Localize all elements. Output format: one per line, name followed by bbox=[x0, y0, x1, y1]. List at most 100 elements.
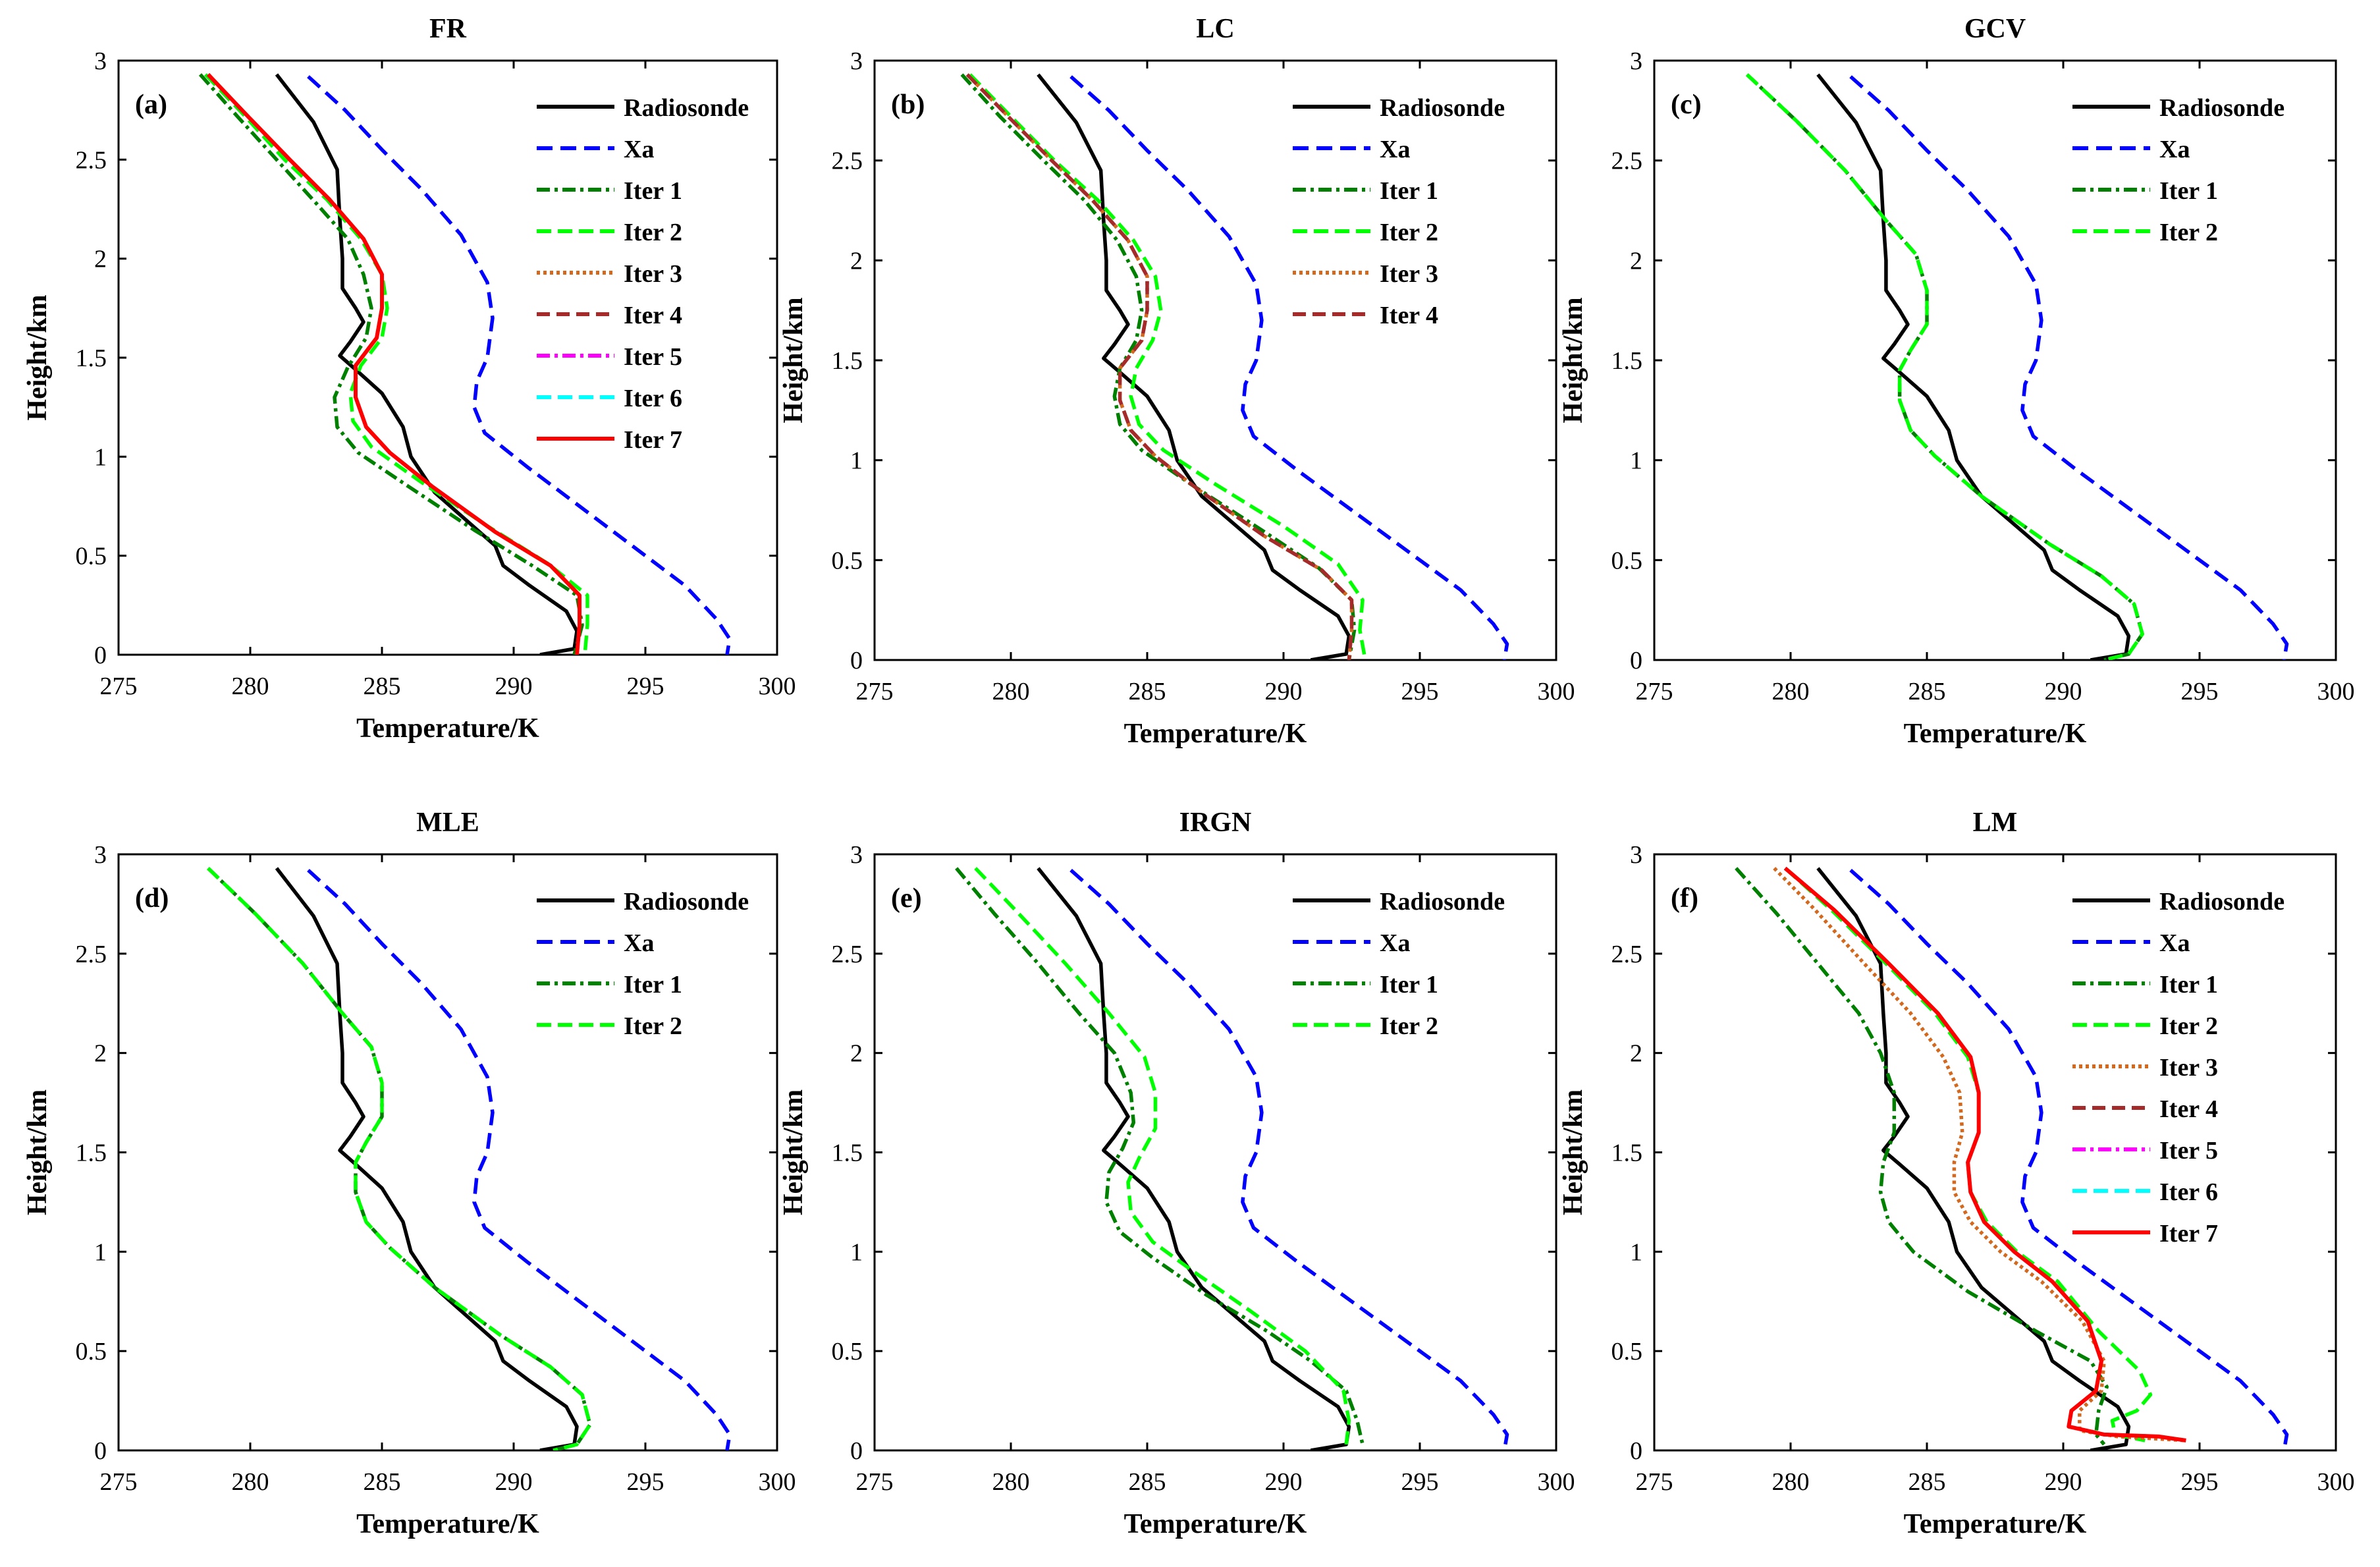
y-tick-label: 3 bbox=[1630, 841, 1642, 869]
y-axis-label: Height/km bbox=[1558, 1089, 1588, 1215]
legend-label: Xa bbox=[1380, 136, 1410, 163]
series-line-iter-1 bbox=[1735, 867, 2109, 1446]
x-tick-label: 285 bbox=[1908, 1468, 1946, 1496]
x-tick-label: 285 bbox=[1129, 678, 1166, 705]
x-tick-label: 300 bbox=[2317, 678, 2355, 705]
chart-panel-fr: FR 275 280 285 290 295 300 0 0.5 1 1.5 2 2.5 3 Tempera… bbox=[22, 14, 796, 744]
y-tick-label: 1 bbox=[1630, 1238, 1642, 1266]
chart-panel-mle: MLE 275 280 285 290 295 300 0 0.5 1 1.5 2 2.5 3 Temper… bbox=[22, 808, 796, 1539]
x-tick-label: 295 bbox=[627, 1468, 664, 1496]
legend-label: Iter 1 bbox=[1380, 971, 1438, 999]
chart-title: LC bbox=[1196, 14, 1234, 44]
y-tick-label: 2.5 bbox=[76, 941, 107, 968]
legend-label: Iter 2 bbox=[624, 219, 682, 246]
legend-label: Iter 7 bbox=[624, 426, 682, 454]
legend: Radiosonde Xa Iter 1 Iter 2 bbox=[2072, 94, 2285, 246]
series-group bbox=[1735, 866, 2289, 1450]
legend: Radiosonde Xa Iter 1 Iter 2 bbox=[537, 888, 749, 1040]
series-line-radiosonde bbox=[275, 73, 579, 655]
series-line-radiosonde bbox=[1816, 867, 2131, 1450]
series-line-iter-7 bbox=[206, 72, 581, 655]
y-tick-label: 0.5 bbox=[1611, 547, 1643, 574]
panel-label: (c) bbox=[1671, 90, 1702, 120]
legend-label: Radiosonde bbox=[1380, 94, 1505, 122]
series-line-radiosonde bbox=[1037, 73, 1351, 660]
series-line-radiosonde bbox=[1037, 867, 1351, 1450]
x-tick-label: 295 bbox=[2181, 678, 2219, 705]
panel-label: (f) bbox=[1671, 883, 1698, 914]
x-tick-label: 275 bbox=[1636, 678, 1673, 705]
y-tick-label: 3 bbox=[1630, 47, 1642, 75]
y-axis-label: Height/km bbox=[778, 297, 809, 423]
x-tick-label: 275 bbox=[1636, 1468, 1673, 1496]
series-line-iter-4 bbox=[965, 73, 1354, 660]
y-tick-label: 1 bbox=[1630, 447, 1642, 475]
legend-label: Xa bbox=[2159, 929, 2190, 957]
series-line-xa bbox=[307, 869, 732, 1450]
y-tick-label: 0 bbox=[850, 1437, 863, 1465]
y-tick-label: 2 bbox=[850, 247, 863, 275]
legend-label: Iter 1 bbox=[624, 971, 682, 999]
x-tick-label: 280 bbox=[232, 1468, 269, 1496]
y-tick-label: 1 bbox=[850, 447, 863, 475]
series-group bbox=[955, 867, 1509, 1450]
legend-label: Iter 2 bbox=[2159, 219, 2218, 246]
legend-label: Xa bbox=[1380, 929, 1410, 957]
x-axis-label: Temperature/K bbox=[356, 1509, 539, 1539]
y-axis-label: Height/km bbox=[1558, 297, 1588, 423]
x-tick-label: 280 bbox=[992, 1468, 1030, 1496]
plot-frame bbox=[873, 59, 1557, 661]
y-tick-label: 3 bbox=[850, 841, 863, 869]
y-tick-label: 1 bbox=[850, 1238, 863, 1266]
series-line-iter-2 bbox=[968, 73, 1367, 660]
legend-label: Radiosonde bbox=[1380, 888, 1505, 916]
y-tick-label: 1.5 bbox=[832, 347, 863, 375]
x-tick-label: 275 bbox=[100, 673, 138, 700]
y-tick-label: 1.5 bbox=[76, 1140, 107, 1167]
x-tick-label: 290 bbox=[495, 1468, 533, 1496]
y-tick-label: 3 bbox=[94, 841, 107, 869]
legend-label: Iter 7 bbox=[2159, 1220, 2218, 1248]
x-tick-label: 300 bbox=[1538, 678, 1575, 705]
legend-label: Iter 4 bbox=[2159, 1095, 2218, 1123]
legend: Radiosonde Xa Iter 1 Iter 2 Iter 3 Iter 4 bbox=[1293, 94, 1505, 329]
chart-panel-gcv: GCV 275 280 285 290 295 300 0 0.5 1 1.5 2 2.5 3 Temper… bbox=[1558, 14, 2355, 749]
chart-panel-irgn: IRGN 275 280 285 290 295 300 0 0.5 1 1.5 2 2.5 3 Tempe… bbox=[778, 808, 1575, 1539]
legend-label: Iter 1 bbox=[624, 177, 682, 205]
series-group bbox=[960, 73, 1509, 660]
legend-label: Radiosonde bbox=[2159, 94, 2285, 122]
legend-label: Xa bbox=[624, 136, 654, 163]
x-axis-label: Temperature/K bbox=[1904, 719, 2087, 749]
x-tick-label: 280 bbox=[232, 673, 269, 700]
y-tick-label: 0 bbox=[1630, 647, 1642, 674]
y-tick-label: 1.5 bbox=[76, 344, 107, 372]
series-line-radiosonde bbox=[275, 867, 579, 1450]
legend-label: Iter 3 bbox=[1380, 260, 1438, 288]
plot-frame bbox=[117, 853, 778, 1452]
x-tick-label: 275 bbox=[100, 1468, 138, 1496]
y-axis-label: Height/km bbox=[22, 1089, 53, 1215]
x-axis-label: Temperature/K bbox=[1904, 1509, 2087, 1539]
y-tick-label: 1.5 bbox=[1611, 1140, 1643, 1167]
series-line-iter-2 bbox=[1783, 867, 2153, 1443]
y-tick-label: 0.5 bbox=[76, 1338, 107, 1365]
legend-label: Iter 2 bbox=[2159, 1012, 2218, 1040]
legend: Radiosonde Xa Iter 1 Iter 2 Iter 3 Iter 4 Iter… bbox=[537, 94, 749, 454]
legend-label: Xa bbox=[624, 929, 654, 957]
y-tick-label: 2.5 bbox=[832, 148, 863, 175]
legend: Radiosonde Xa Iter 1 Iter 2 bbox=[1293, 888, 1505, 1040]
legend-label: Iter 5 bbox=[2159, 1137, 2218, 1165]
legend-label: Iter 6 bbox=[624, 385, 682, 412]
y-tick-label: 2 bbox=[1630, 247, 1642, 275]
legend-label: Iter 2 bbox=[624, 1012, 682, 1040]
x-tick-label: 295 bbox=[627, 673, 664, 700]
series-group bbox=[1745, 73, 2289, 660]
y-tick-label: 0.5 bbox=[832, 1338, 863, 1365]
y-tick-label: 1 bbox=[94, 443, 107, 471]
chart-title: IRGN bbox=[1179, 808, 1252, 838]
legend-label: Radiosonde bbox=[624, 94, 749, 122]
series-line-iter-1 bbox=[1745, 73, 2144, 660]
panel-label: (b) bbox=[891, 90, 925, 120]
y-tick-label: 0 bbox=[1630, 1437, 1642, 1465]
series-line-iter-2 bbox=[204, 73, 589, 655]
